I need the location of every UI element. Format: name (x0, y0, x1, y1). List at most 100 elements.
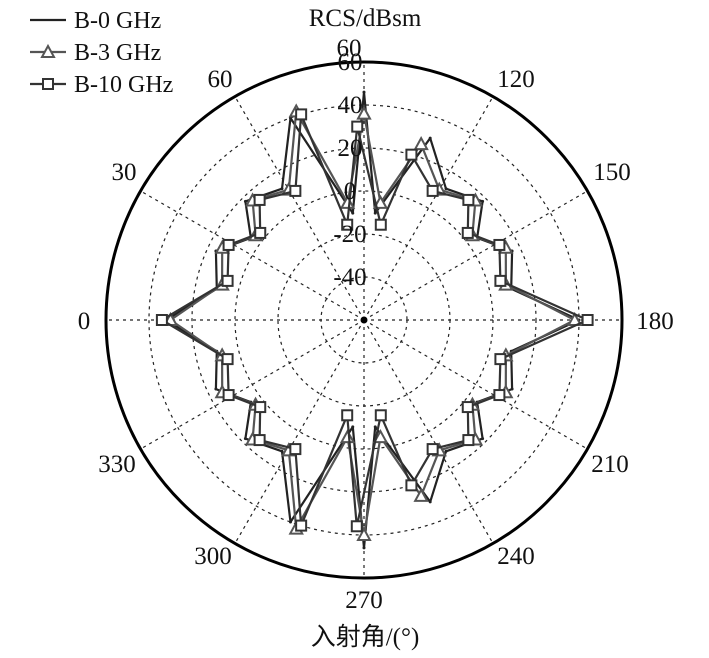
data-point (339, 429, 356, 444)
series-2 (155, 108, 594, 533)
data-point (510, 387, 514, 391)
angular-tick-label: 120 (497, 66, 535, 93)
radial-tick-label: 60 (338, 49, 363, 76)
data-point (494, 274, 507, 287)
angular-tick-label: 240 (497, 543, 535, 570)
angular-tick-label: 300 (194, 543, 232, 570)
angular-tick-label: 270 (345, 587, 383, 614)
data-point (341, 218, 354, 231)
data-point (362, 546, 366, 550)
data-point (372, 429, 389, 444)
data-point (356, 105, 372, 120)
legend-marker (40, 43, 56, 58)
data-point (461, 226, 474, 239)
grid-spoke (363, 96, 494, 321)
data-point (222, 389, 235, 402)
radial-tick-label: 20 (338, 135, 363, 162)
data-point (254, 401, 267, 414)
angular-tick-label: 0 (78, 308, 91, 335)
data-point (372, 194, 389, 209)
grid-spoke (234, 319, 365, 544)
data-point (243, 437, 247, 441)
legend-label: B-0 GHz (74, 8, 161, 34)
data-point (405, 148, 418, 161)
data-point (221, 274, 234, 287)
data-point (289, 443, 302, 456)
data-point (222, 238, 235, 251)
legend-label: B-10 GHz (74, 72, 173, 98)
data-point (581, 314, 594, 326)
data-point (243, 199, 247, 203)
data-point (373, 425, 377, 429)
data-point (350, 520, 363, 533)
data-point (373, 211, 377, 215)
angular-tick-label: 30 (112, 159, 137, 186)
angular-tick-label: 60 (208, 66, 233, 93)
data-point (413, 136, 429, 151)
data-point (426, 184, 439, 197)
data-point (356, 526, 372, 541)
grid-spoke (234, 96, 365, 321)
data-point (426, 443, 439, 456)
angular-tick-label: 150 (593, 159, 631, 186)
grid-spoke (363, 190, 588, 321)
polar-grid (104, 60, 624, 580)
tick-labels: 03060601201501802102402703003306040200-2… (78, 35, 674, 614)
grid-spoke (363, 319, 588, 450)
data-point (295, 519, 308, 532)
data-point (362, 90, 366, 94)
series-layer (155, 90, 594, 550)
data-point (254, 226, 267, 239)
angular-axis-label: 入射角/(°) (311, 623, 420, 651)
data-point (428, 136, 432, 140)
data-point (214, 387, 218, 391)
data-point (289, 184, 302, 197)
radial-tick-label: 0 (344, 178, 357, 205)
data-point (374, 409, 387, 422)
radial-tick-label: -20 (333, 221, 366, 248)
angular-tick-label: 330 (98, 451, 136, 478)
data-point (155, 314, 168, 326)
data-point (444, 449, 448, 453)
legend: B-0 GHz B-3 GHz B-10 GHz (30, 8, 173, 98)
data-point (341, 409, 354, 422)
data-point (253, 193, 266, 206)
grid-spoke (363, 319, 494, 544)
data-point (481, 437, 485, 441)
center-dot (360, 316, 368, 324)
data-point (494, 353, 507, 366)
angular-tick-label: 60 (337, 35, 362, 62)
grid-spoke (140, 190, 365, 321)
data-point (405, 479, 418, 492)
radial-tick-label: -40 (333, 264, 366, 291)
grid-spoke (140, 319, 365, 450)
grid-ring (191, 147, 537, 493)
radial-tick-label: 40 (338, 92, 363, 119)
data-point (413, 487, 429, 502)
data-point (288, 520, 292, 524)
legend-label: B-3 GHz (74, 40, 161, 66)
data-point (280, 449, 284, 453)
data-point (280, 187, 284, 191)
data-point (351, 211, 355, 215)
data-point (481, 199, 485, 203)
data-point (428, 500, 432, 504)
data-point (351, 425, 355, 429)
data-point (493, 238, 506, 251)
data-point (493, 389, 506, 402)
data-point (253, 434, 266, 447)
legend-marker (42, 78, 54, 90)
data-point (461, 401, 474, 414)
outer-ring (104, 60, 624, 580)
data-point (351, 120, 364, 133)
data-point (221, 353, 234, 366)
radial-axis-label: RCS/dBsm (309, 5, 422, 32)
angular-tick-label: 210 (591, 451, 629, 478)
data-point (374, 218, 387, 231)
angular-tick-label: 180 (636, 308, 674, 335)
data-point (444, 187, 448, 191)
data-point (462, 193, 475, 206)
data-point (295, 108, 308, 121)
data-point (462, 434, 475, 447)
